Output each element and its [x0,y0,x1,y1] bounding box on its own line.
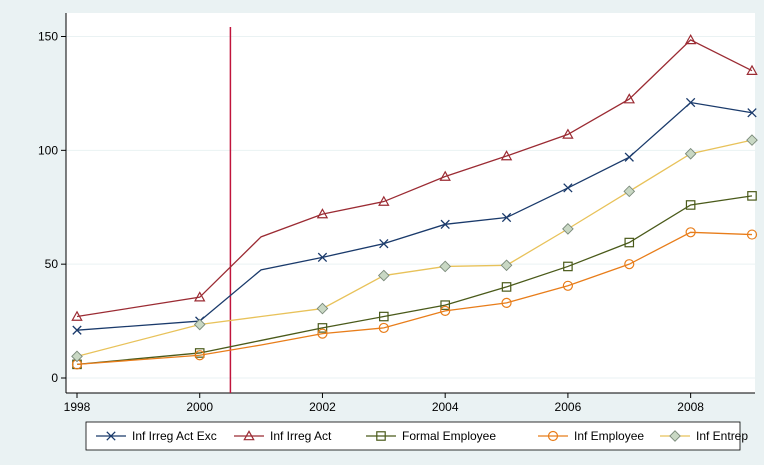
series-line-inf-employee [76,231,753,365]
data-point-inf-irreg-act [500,150,513,161]
data-point-inf-entrep [623,185,636,198]
data-point-inf-irreg-act-exc [379,239,389,249]
plot-area [66,13,755,393]
data-point-formal-employee [624,237,635,248]
data-point-inf-employee [317,328,328,339]
y-tick-label: 0 [51,371,58,385]
legend-marker [669,430,681,442]
data-point-inf-irreg-act [746,64,758,75]
legend-item-inf-entrep: Inf Entrep [660,429,748,443]
data-point-inf-employee [194,350,205,361]
legend-label: Inf Employee [574,429,644,443]
legend-label: Formal Employee [402,429,496,443]
data-point-inf-entrep [316,302,329,315]
legend-marker [376,431,386,441]
data-point-formal-employee [685,200,696,210]
data-point-inf-irreg-act [623,93,635,104]
data-point-inf-entrep [684,147,697,160]
data-point-inf-irreg-act-exc [501,212,512,223]
series-inf-irreg-act [71,33,758,321]
data-point-inf-irreg-act [378,195,390,206]
legend-item-inf-irreg-act-exc: Inf Irreg Act Exc [96,429,217,443]
legend: Inf Irreg Act Exc Inf Irreg Act Formal Emp… [96,429,748,443]
data-point-inf-employee [624,259,635,270]
data-point-inf-employee [562,280,574,291]
data-point-inf-entrep [193,318,206,331]
grid-lines [66,36,755,379]
data-point-inf-irreg-act-exc [440,219,450,229]
data-point-inf-irreg-act-exc [563,183,573,193]
legend-item-formal-employee: Formal Employee [366,429,496,443]
data-point-inf-entrep [500,259,513,272]
x-tick-label: 2004 [432,400,459,414]
x-tick-label: 2006 [555,400,582,414]
data-point-formal-employee [747,191,757,201]
x-tick-label: 2000 [186,400,213,414]
data-point-inf-entrep [562,223,574,235]
data-point-inf-irreg-act-exc [747,108,757,118]
data-point-formal-employee [501,282,512,292]
data-point-inf-entrep [746,134,758,146]
data-point-inf-employee [685,227,696,238]
data-point-inf-irreg-act [316,208,329,219]
legend-label: Inf Entrep [696,429,748,443]
legend-item-inf-irreg-act: Inf Irreg Act [234,429,332,443]
data-point-inf-employee [746,229,758,240]
x-tick-label: 2008 [677,400,704,414]
y-tick-label: 50 [45,257,59,271]
data-point-inf-irreg-act-exc [624,152,634,162]
axes: 0 50 100 150 1998 2000 2002 2004 2006 2008 [38,13,755,414]
legend-label: Inf Irreg Act Exc [132,429,217,443]
series-line-formal-employee [76,195,753,365]
data-point-formal-employee [563,261,573,272]
data-point-inf-irreg-act [562,128,574,139]
legend-marker [106,431,116,441]
data-point-inf-irreg-act-exc [317,252,328,262]
data-point-inf-irreg-act [71,310,83,321]
data-point-formal-employee [440,300,450,310]
data-point-inf-employee [440,305,451,316]
data-point-inf-irreg-act [194,291,206,302]
data-point-inf-irreg-act-exc [685,97,696,108]
data-point-formal-employee [317,323,328,333]
data-point-inf-entrep [377,269,390,282]
data-point-inf-irreg-act-exc [72,325,82,335]
x-tick-label: 2002 [309,400,336,414]
y-tick-label: 150 [38,30,58,44]
data-point-inf-irreg-act [439,170,451,181]
data-point-inf-entrep [71,350,83,363]
legend-box [85,421,741,451]
legend-marker [547,430,559,442]
series-inf-entrep [71,134,758,363]
series-group [71,33,758,370]
x-tick-label: 1998 [64,400,91,414]
data-point-inf-irreg-act [684,33,697,45]
series-line-inf-irreg-act [76,39,753,318]
y-tick-label: 100 [38,143,58,157]
legend-item-inf-employee: Inf Employee [538,429,644,443]
legend-marker [243,430,255,441]
legend-label: Inf Irreg Act [270,429,332,443]
data-point-inf-employee [378,322,389,334]
data-point-inf-employee [501,297,512,308]
data-point-formal-employee [379,311,389,322]
data-point-inf-entrep [439,260,452,273]
